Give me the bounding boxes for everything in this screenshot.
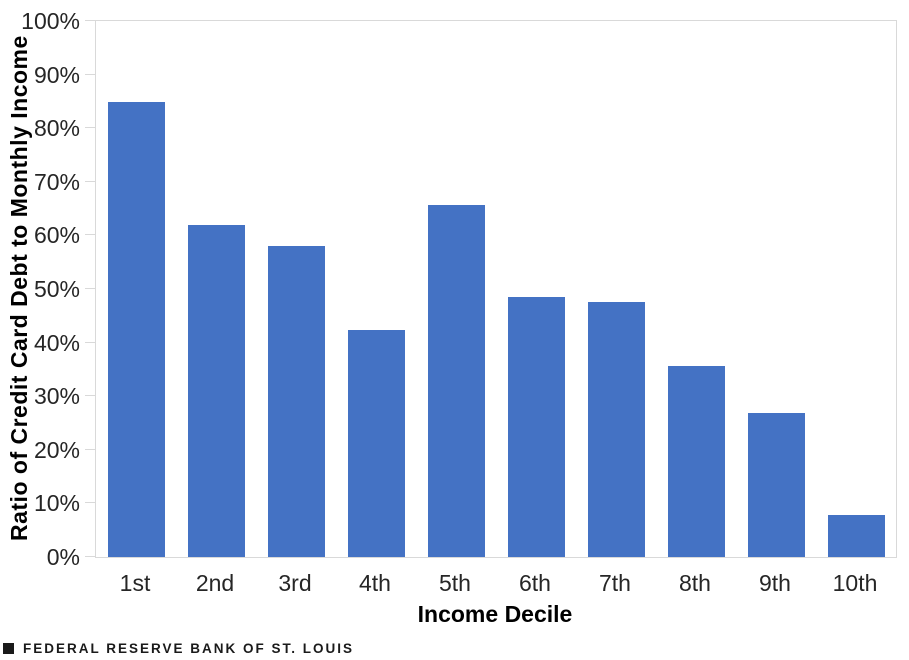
y-tick-label: 50% (33, 276, 80, 302)
y-tick-label: 30% (33, 383, 80, 410)
y-tick-mark (85, 127, 95, 129)
x-tick-label: 6th (519, 570, 551, 596)
bar-slot (256, 21, 336, 557)
bar-9th (747, 412, 805, 557)
x-tick-label: 7th (599, 570, 631, 596)
x-axis-title: Income Decile (417, 601, 573, 627)
bar-slot (816, 21, 896, 557)
y-tick-label: 90% (33, 61, 80, 88)
y-tick-mark (85, 395, 95, 397)
y-tick-mark (85, 73, 95, 75)
y-tick-mark (85, 502, 95, 504)
bar-slot (576, 21, 656, 557)
bar-6th (507, 297, 565, 557)
bar-7th (587, 301, 645, 557)
bar-slot (736, 21, 816, 557)
bar-4th (347, 330, 405, 557)
bar-slot (96, 21, 176, 557)
x-tick-label: 3rd (278, 570, 312, 596)
bar-10th (827, 515, 885, 557)
bar-slot (336, 21, 416, 557)
y-tick-mark (85, 180, 95, 182)
y-tick-label: 100% (21, 8, 80, 34)
y-tick-label: 70% (33, 168, 80, 195)
source-label: FEDERAL RESERVE BANK OF ST. LOUIS (23, 641, 355, 656)
bar-8th (667, 365, 725, 557)
bar-slot (656, 21, 736, 557)
bar-slot (496, 21, 576, 557)
y-tick-label: 0% (46, 544, 80, 570)
y-tick-label: 60% (33, 222, 80, 249)
x-tick-label: 10th (832, 570, 878, 596)
plot-area (95, 20, 897, 558)
bar-3rd (267, 246, 325, 557)
y-tick-mark (85, 448, 95, 450)
x-tick-label: 9th (759, 570, 791, 596)
square-bullet-icon (3, 643, 14, 654)
bar-slot (416, 21, 496, 557)
bar-1st (107, 102, 165, 557)
y-tick-label: 20% (33, 436, 80, 463)
y-tick-mark (85, 556, 95, 557)
x-tick-label: 5th (439, 570, 471, 596)
bar-5th (427, 205, 485, 557)
y-tick-label: 40% (33, 329, 80, 356)
y-tick-mark (85, 234, 95, 236)
y-tick-label: 80% (33, 115, 80, 142)
y-axis-labels: 0% 10% 20% 30% 40% 50% 60% 70% 80% 90% 100% (0, 8, 80, 570)
x-tick-label: 8th (679, 570, 711, 596)
source-attribution: FEDERAL RESERVE BANK OF ST. LOUIS (3, 641, 354, 656)
y-tick-mark (85, 20, 95, 21)
x-tick-label: 2nd (195, 570, 235, 596)
x-tick-label: 4th (359, 570, 391, 596)
y-tick-label: 10% (33, 490, 80, 517)
bar-2nd (187, 224, 245, 557)
x-axis-labels: 1st 2nd 3rd 4th 5th 6th 7th 8th 9th 10th (95, 569, 895, 597)
y-tick-mark (85, 341, 95, 343)
y-tick-marks (85, 20, 95, 557)
x-tick-label: 1st (119, 570, 151, 596)
y-tick-mark (85, 288, 95, 289)
bar-slot (176, 21, 256, 557)
